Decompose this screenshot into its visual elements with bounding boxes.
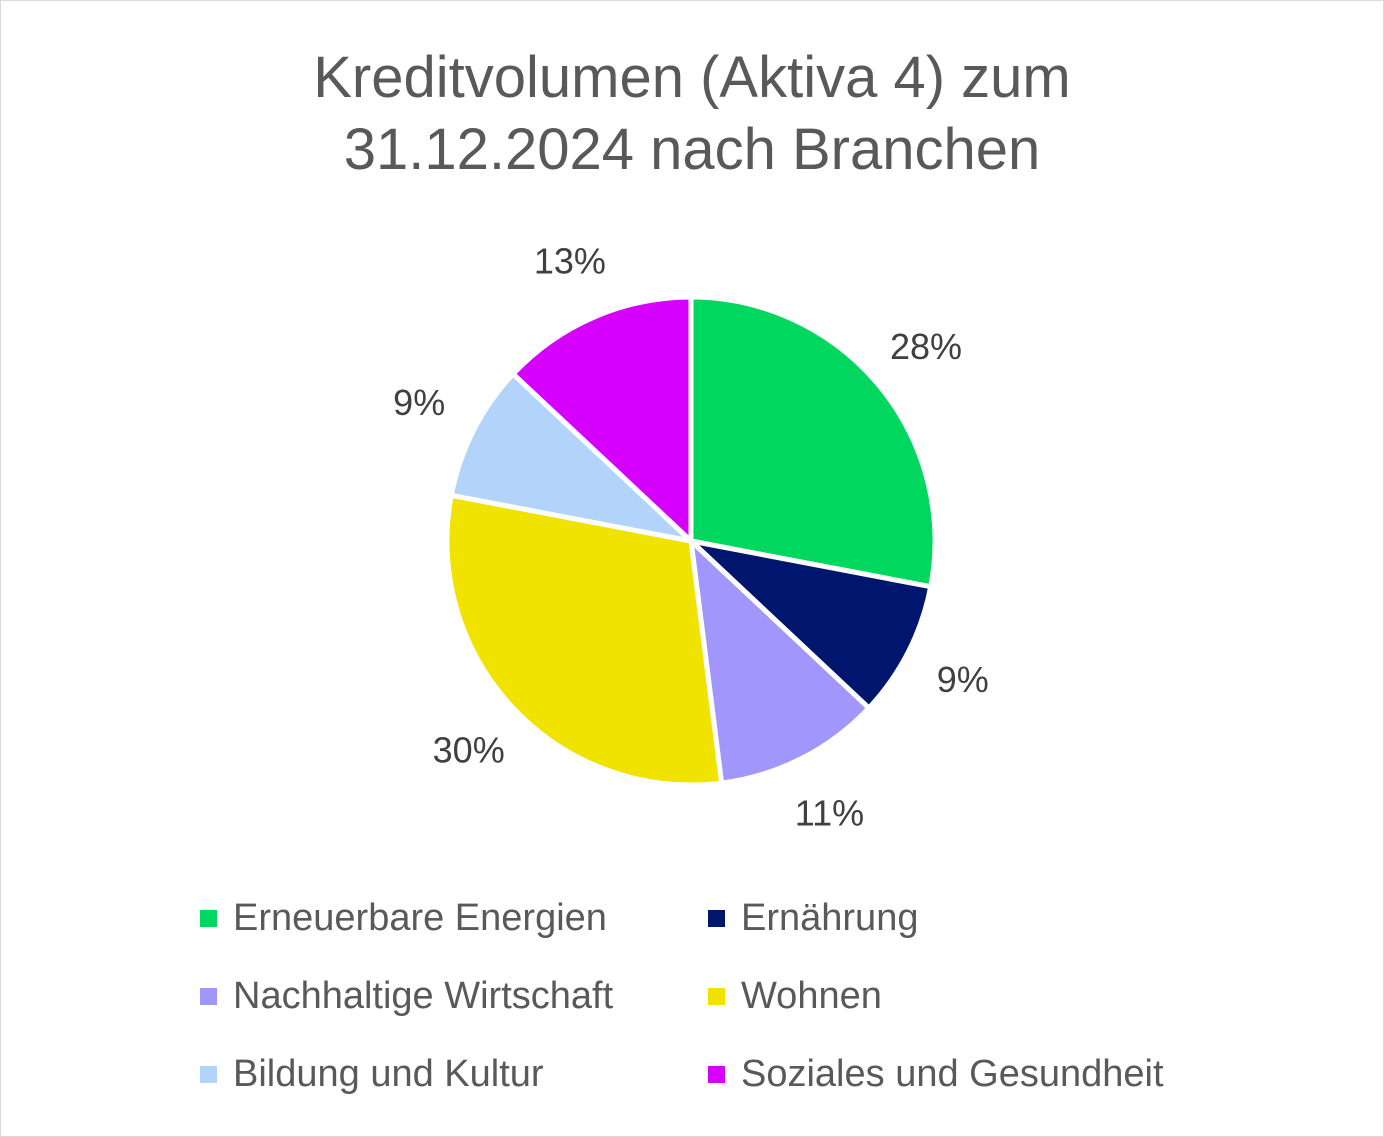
legend-swatch xyxy=(708,909,725,927)
chart-title: Kreditvolumen (Aktiva 4) zum 31.12.2024 … xyxy=(0,42,1384,186)
legend-label: Bildung und Kultur xyxy=(233,1052,544,1095)
data-label-1: 9% xyxy=(937,659,989,700)
legend-label: Nachhaltige Wirtschaft xyxy=(233,974,614,1017)
data-label-3: 30% xyxy=(433,729,505,770)
legend-label: Wohnen xyxy=(741,974,882,1017)
legend-swatch xyxy=(708,1065,725,1083)
data-label-0: 28% xyxy=(890,326,962,367)
pie-slice-2 xyxy=(688,538,872,786)
chart-title-line-1: Kreditvolumen (Aktiva 4) zum xyxy=(313,45,1071,110)
pie-slice-3 xyxy=(444,492,725,788)
data-label-2: 11% xyxy=(795,792,864,833)
legend-swatch xyxy=(200,987,217,1005)
pie-slice-1 xyxy=(688,538,934,711)
legend-label: Soziales und Gesundheit xyxy=(741,1052,1164,1095)
pie-slice-4 xyxy=(448,371,694,544)
legend-item-wohnen: Wohnen xyxy=(708,971,1188,1021)
data-label-4: 9% xyxy=(393,382,445,423)
data-label-5: 13% xyxy=(534,241,606,282)
pie-slice-0 xyxy=(688,294,938,590)
legend-swatch xyxy=(200,909,217,927)
pie-slice-5 xyxy=(510,294,694,544)
legend-item-soziales-und-gesundheit: Soziales und Gesundheit xyxy=(708,1049,1188,1099)
legend-label: Erneuerbare Energien xyxy=(233,896,607,939)
pie-chart: 28% 9% 11% 30% 9% 13% xyxy=(393,241,989,834)
legend-label: Ernährung xyxy=(741,896,919,939)
legend-swatch xyxy=(708,987,725,1005)
chart-legend: Erneuerbare Energien Ernährung Nachhalti… xyxy=(200,893,1188,1099)
legend-item-bildung-und-kultur: Bildung und Kultur xyxy=(200,1049,708,1099)
chart-title-line-2: 31.12.2024 nach Branchen xyxy=(343,117,1041,182)
legend-item-nachhaltige-wirtschaft: Nachhaltige Wirtschaft xyxy=(200,971,708,1021)
legend-item-erneuerbare-energien: Erneuerbare Energien xyxy=(200,893,708,943)
legend-item-ernaehrung: Ernährung xyxy=(708,893,1188,943)
legend-swatch xyxy=(200,1065,217,1083)
